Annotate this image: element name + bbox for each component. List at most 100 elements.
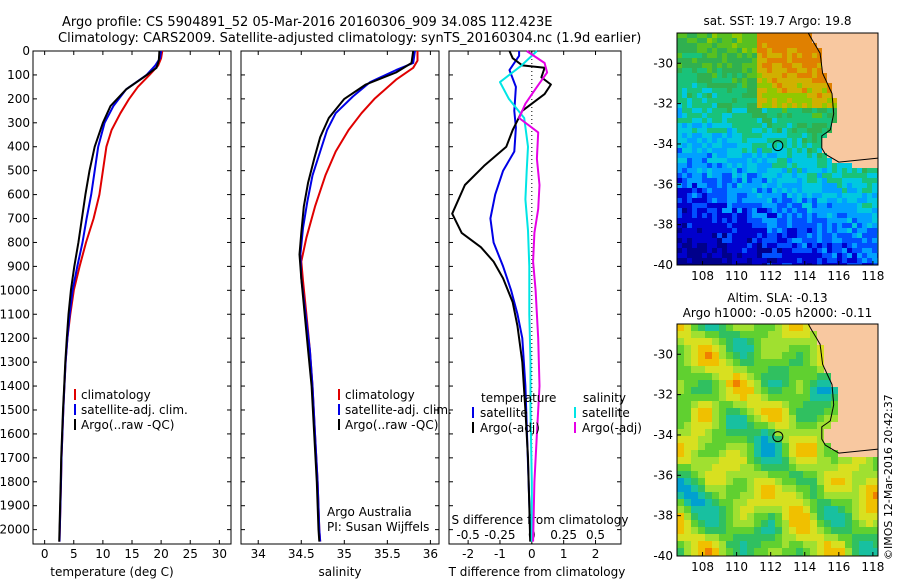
sla-map-cell [866,506,873,513]
sst-map-cell [787,223,792,228]
sst-map-cell [712,123,717,128]
sst-map-cell [697,188,702,193]
sla-map-cell [705,380,712,387]
sla-map-cell [726,338,733,345]
sst-map-cell [687,138,692,143]
sst-map-cell [857,253,862,258]
sla-map-cell [782,436,789,443]
sst-map-cell [857,63,862,68]
sla-map-cell [691,534,698,541]
sst-map-cell [782,38,787,43]
sst-map-cell [707,63,712,68]
sst-map-cell [832,238,837,243]
sst-map-cell [852,203,857,208]
difference-t-xtick-label: -2 [462,547,474,561]
sst-map-cell [772,248,777,253]
sst-map-cell [702,48,707,53]
sla-map-cell [873,436,878,443]
sst-map-cell [852,168,857,173]
depth-tick-label: 1000 [0,283,30,297]
sst-map-cell [812,148,817,153]
sla-map-cell [698,548,705,555]
sst-map-cell [867,153,872,158]
sst-map-cell [782,208,787,213]
sst-map-cell [737,108,742,113]
sst-map-cell [822,158,827,163]
sla-map-cell [852,520,859,527]
sla-map-cell [733,513,740,520]
sst-map-cell [827,93,832,98]
sla-map-cell [782,492,789,499]
sst-map-cell [862,53,867,58]
sla-map-cell [838,366,845,373]
depth-tick-label: 1100 [0,307,30,321]
sst-map-cell [817,118,822,123]
sla-map-cell [824,471,831,478]
sst-map-cell [677,93,682,98]
sst-map-cell [812,183,817,188]
sst-map-cell [762,123,767,128]
difference-legend-label: Argo(-adj) [480,421,540,435]
sst-map-cell [717,138,722,143]
sst-map-cell [767,223,772,228]
sst-map-cell [697,183,702,188]
sla-map-cell [810,485,817,492]
sla-map-cell [740,527,747,534]
sla-map-cell [747,506,754,513]
sst-map-cell [822,153,827,158]
sla-map-cell [789,492,796,499]
sst-map-cell [822,68,827,73]
sla-map-cell [768,387,775,394]
sla-map-cell [705,352,712,359]
sla-map-cell [761,478,768,485]
sst-map-cell [782,73,787,78]
sla-map-cell [803,359,810,366]
sst-map-cell [872,143,877,148]
sst-map-cell [802,123,807,128]
sst-map-cell [842,183,847,188]
sst-map-cell [802,118,807,123]
sst-map-cell [737,103,742,108]
sla-map-cell [838,387,845,394]
sla-map-cell [845,506,852,513]
sst-map-cell [777,158,782,163]
sst-map-cell [777,108,782,113]
sst-map-cell [827,33,832,38]
sst-map-cell [852,53,857,58]
sst-map-cell [687,203,692,208]
sla-map-cell [740,380,747,387]
sst-map-cell [787,123,792,128]
sst-map-cell [697,153,702,158]
sla-map-cell [803,387,810,394]
sst-map-cell [852,108,857,113]
sla-map-cell [845,359,852,366]
sla-map-cell [782,331,789,338]
sst-map-cell [742,43,747,48]
sst-map-cell [747,153,752,158]
sla-map-cell [761,345,768,352]
sla-map-cell [726,380,733,387]
sla-map-cell [859,394,866,401]
sst-map-cell [827,53,832,58]
sla-map-cell [838,408,845,415]
sla-map-cell [824,534,831,541]
sst-map-cell [797,163,802,168]
sst-map-cell [677,103,682,108]
sla-map-cell [740,541,747,548]
sst-map-cell [702,123,707,128]
sst-map-cell [847,163,852,168]
sst-map-cell [682,218,687,223]
sst-map-cell [847,173,852,178]
sst-map-cell [787,38,792,43]
sst-map-cell [822,78,827,83]
sst-map-cell [757,153,762,158]
sst-map-cell [822,248,827,253]
sst-map-cell [677,213,682,218]
sla-map-cell [712,352,719,359]
sst-map-cell [742,173,747,178]
sst-map-cell [682,83,687,88]
sst-map-cell [842,138,847,143]
sla-map-cell [775,534,782,541]
sst-map-cell [832,218,837,223]
sst-map-cell [817,93,822,98]
